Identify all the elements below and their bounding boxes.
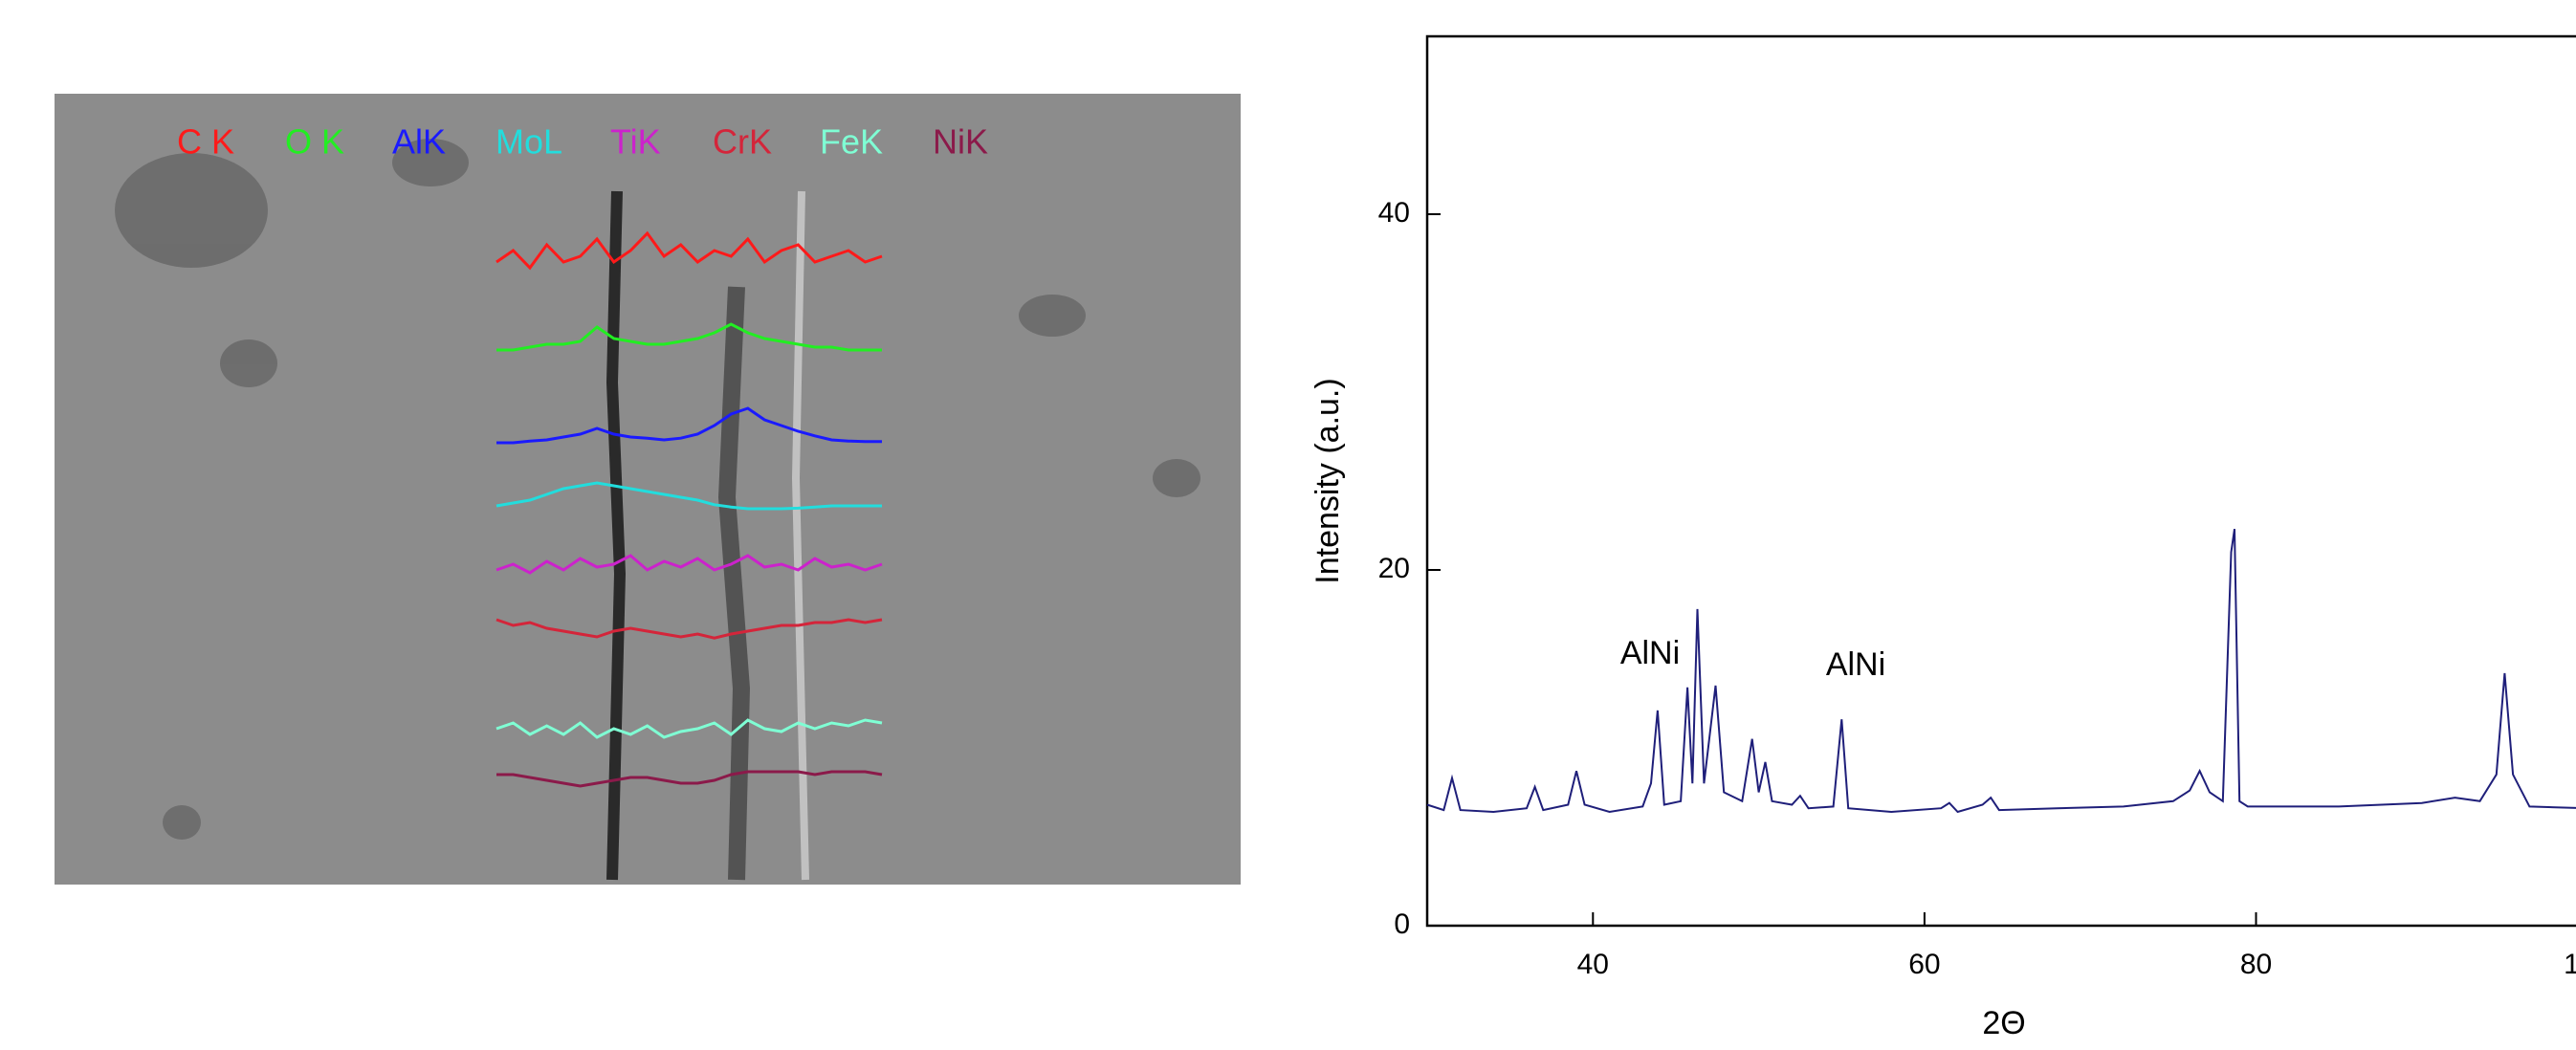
legend-label: TiK (610, 122, 661, 162)
linescan-trace (496, 770, 883, 788)
legend-label: O K (285, 122, 344, 162)
linescan-trace (495, 554, 883, 575)
linescan-trace (495, 230, 883, 271)
legend-label: MoL (495, 122, 562, 162)
y-tick-label: 20 (1378, 553, 1410, 584)
y-axis-label: Intensity (a.u.) (1310, 378, 1346, 583)
linescan-trace (495, 481, 882, 511)
x-tick-label: 40 (1577, 949, 1609, 980)
legend-label: FeK (820, 122, 883, 162)
legend-label: AlK (392, 122, 446, 162)
axes-frame (1425, 34, 2576, 928)
legend-label: CrK (713, 122, 772, 162)
legend-label: NiK (933, 122, 988, 162)
sem-crack (791, 190, 809, 881)
linescan-trace (496, 322, 882, 352)
x-axis-label: 2Θ (1982, 1005, 2025, 1041)
sem-texture (115, 139, 1200, 840)
linescan-trace (495, 618, 883, 640)
xrd-line (1426, 529, 2576, 814)
x-tick-label: 100 (2564, 949, 2576, 980)
y-tick-label: 0 (1394, 908, 1410, 940)
x-tick-label: 60 (1908, 949, 1940, 980)
sem-crack (717, 286, 751, 881)
x-tick-label: 80 (2240, 949, 2272, 980)
annotation: AlNi (1826, 646, 1885, 683)
linescan-trace (495, 718, 883, 739)
sem-crack (605, 190, 627, 881)
linescan-trace (496, 406, 882, 445)
y-tick-label: 40 (1378, 197, 1410, 229)
annotation: AlNi (1620, 635, 1680, 671)
legend-label: C K (177, 122, 234, 162)
